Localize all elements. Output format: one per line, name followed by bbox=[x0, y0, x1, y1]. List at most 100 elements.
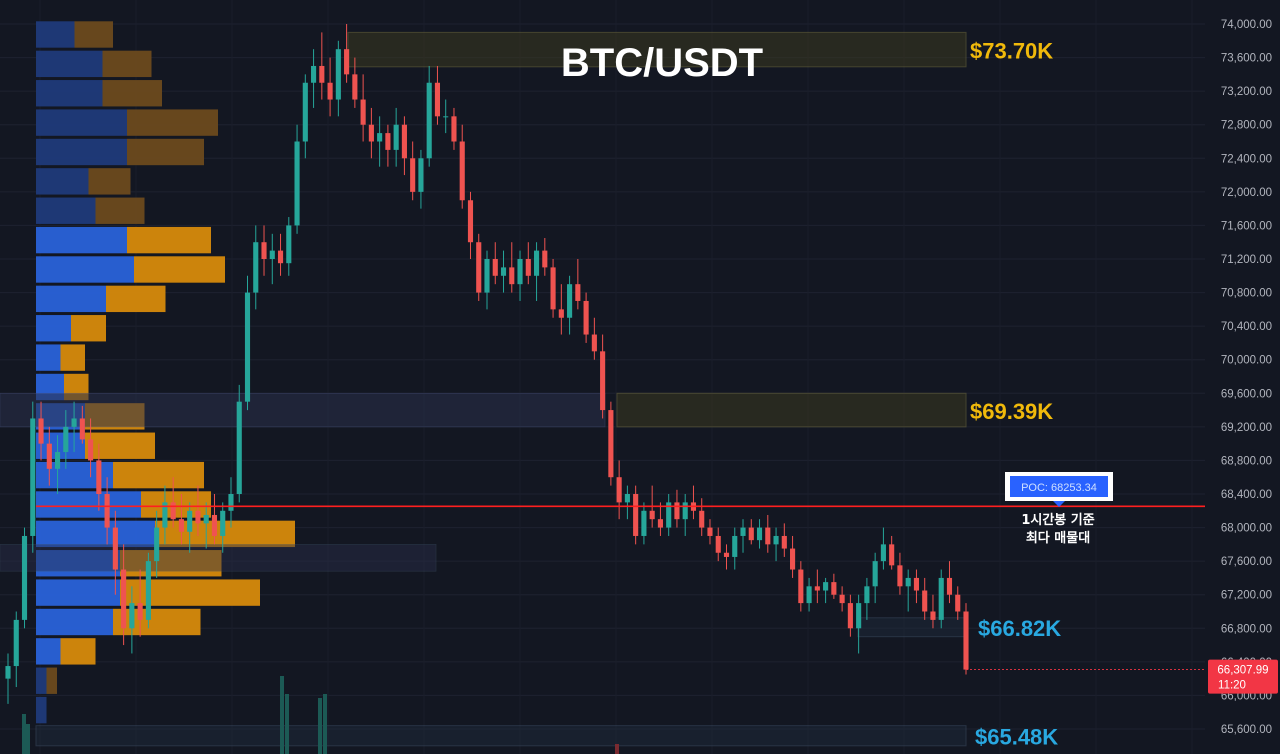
candle-body bbox=[96, 460, 102, 494]
profile-buy-bar bbox=[36, 80, 103, 107]
candles bbox=[5, 24, 969, 754]
candle-body bbox=[567, 284, 573, 318]
candle-body bbox=[790, 548, 796, 570]
candle-body bbox=[517, 259, 523, 285]
candle-body bbox=[583, 300, 589, 335]
candle-body bbox=[591, 334, 597, 352]
profile-buy-bar bbox=[36, 344, 61, 371]
candle-body bbox=[533, 250, 540, 276]
profile-buy-bar bbox=[36, 696, 47, 724]
candle-body bbox=[5, 666, 11, 679]
candle-body bbox=[335, 49, 341, 100]
candle-body bbox=[624, 494, 630, 503]
price-tick-label: 69,200.00 bbox=[1221, 422, 1272, 434]
candle-body bbox=[608, 410, 614, 478]
profile-sell-bar bbox=[127, 109, 218, 136]
candle-body bbox=[657, 519, 663, 528]
profile-sell-bar bbox=[106, 285, 166, 313]
profile-buy-bar bbox=[36, 50, 103, 78]
candle-body bbox=[492, 259, 498, 276]
candle-body bbox=[443, 116, 449, 118]
volume-profile bbox=[36, 21, 295, 724]
price-axis: 74,000.00 73,600.00 73,200.00 72,800.00 72,4… bbox=[966, 0, 1280, 754]
candle-body bbox=[385, 133, 391, 150]
volume-bar bbox=[318, 698, 322, 754]
price-tick-label: 66,800.00 bbox=[1221, 623, 1272, 635]
current-price-timer: 11:20 bbox=[1218, 680, 1246, 692]
candle-body bbox=[401, 124, 407, 159]
profile-sell-bar bbox=[113, 461, 204, 489]
profile-sell-bar bbox=[60, 344, 85, 371]
candle-body bbox=[121, 569, 127, 629]
candle-body bbox=[393, 124, 399, 150]
volume-bar bbox=[26, 724, 30, 754]
candle-body bbox=[71, 418, 77, 427]
poc-annotation-line2: 최다 매물대 bbox=[1026, 530, 1090, 546]
candle-body bbox=[327, 82, 333, 100]
profile-buy-bar bbox=[36, 168, 89, 195]
price-zones: $73.70K $69.39K $66.82K $65.48K bbox=[0, 31, 1061, 750]
price-axis-bg bbox=[1205, 0, 1280, 754]
candle-body bbox=[699, 510, 705, 528]
price-tick-label: 71,600.00 bbox=[1221, 220, 1272, 232]
candle-body bbox=[550, 267, 556, 310]
current-price-badge bbox=[1208, 659, 1278, 694]
candle-body bbox=[633, 494, 639, 536]
candle-body bbox=[773, 535, 779, 545]
candle-body bbox=[856, 603, 862, 629]
candle-body bbox=[426, 82, 432, 159]
price-tick-label: 73,200.00 bbox=[1221, 86, 1272, 98]
profile-buy-bar bbox=[36, 109, 127, 136]
profile-sell-bar bbox=[127, 226, 211, 254]
candle-body bbox=[558, 309, 564, 318]
candle-body bbox=[707, 527, 713, 536]
volume-bar bbox=[22, 714, 26, 754]
zone-label: $73.70K bbox=[970, 39, 1053, 64]
profile-buy-bar bbox=[36, 315, 71, 342]
candle-body bbox=[211, 514, 218, 536]
poc-annotation-line1: 1시간봉 기준 bbox=[1021, 512, 1094, 528]
candle-body bbox=[112, 527, 118, 570]
candle-body bbox=[178, 519, 184, 532]
volume-bar bbox=[280, 676, 284, 754]
profile-buy-bar bbox=[36, 638, 61, 665]
profile-sell-bar bbox=[113, 608, 201, 636]
candle-body bbox=[930, 611, 936, 620]
candle-body bbox=[418, 158, 424, 192]
candle-body bbox=[269, 250, 275, 259]
price-tick-label: 72,400.00 bbox=[1221, 153, 1272, 165]
profile-sell-bar bbox=[85, 432, 155, 459]
zone-extension bbox=[0, 392, 606, 428]
candle-body bbox=[649, 510, 655, 520]
candle-body bbox=[715, 535, 721, 553]
profile-buy-bar bbox=[36, 432, 85, 459]
price-tick-label: 69,600.00 bbox=[1221, 388, 1272, 400]
candle-body bbox=[467, 200, 474, 243]
candle-body bbox=[294, 141, 300, 226]
profile-sell-bar bbox=[127, 138, 204, 166]
candle-body bbox=[864, 586, 870, 604]
profile-buy-bar bbox=[36, 138, 127, 166]
candle-body bbox=[319, 65, 325, 83]
candle-body bbox=[162, 502, 168, 528]
candle-body bbox=[682, 502, 688, 520]
candle-body bbox=[509, 267, 515, 285]
candle-body bbox=[913, 577, 920, 591]
profile-buy-bar bbox=[36, 256, 134, 283]
price-zone bbox=[857, 617, 967, 638]
price-zone bbox=[616, 392, 967, 428]
volume-bar bbox=[285, 694, 289, 754]
candle-body bbox=[88, 439, 94, 461]
chart-title: BTC/USDT bbox=[561, 41, 763, 85]
price-tick-label: 67,600.00 bbox=[1221, 556, 1272, 568]
candle-body bbox=[21, 535, 28, 620]
zone-label: $66.82K bbox=[978, 616, 1061, 641]
price-tick-label: 70,800.00 bbox=[1221, 288, 1272, 300]
candle-body bbox=[352, 74, 358, 100]
candle-body bbox=[137, 603, 143, 620]
candle-body bbox=[261, 242, 267, 259]
candle-body bbox=[938, 577, 944, 620]
